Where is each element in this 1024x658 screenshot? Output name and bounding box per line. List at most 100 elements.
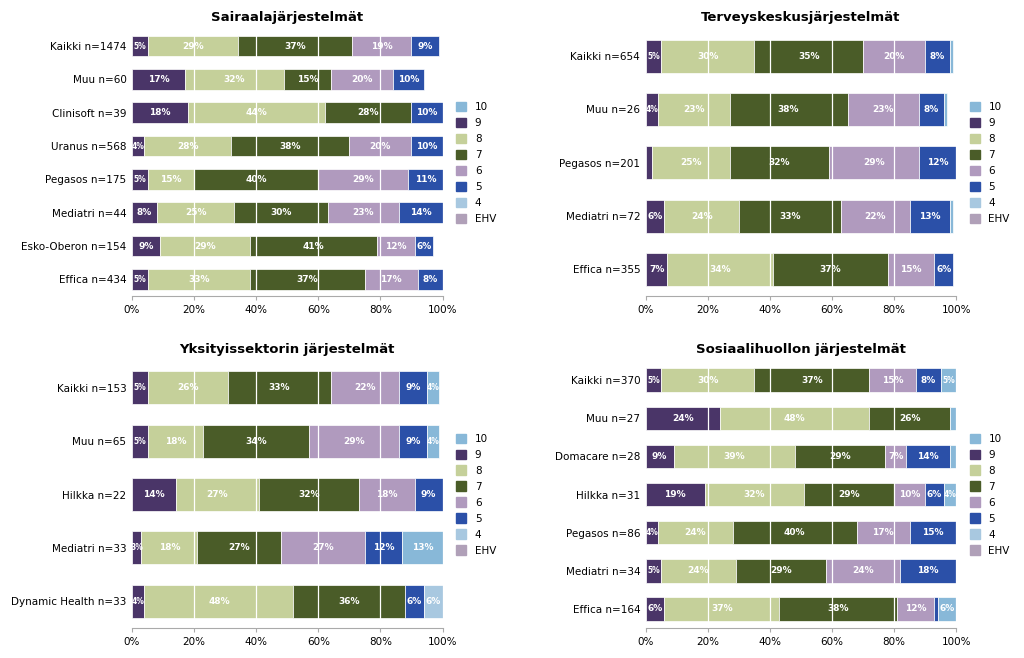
Text: 12%: 12% (905, 604, 927, 613)
Text: 29%: 29% (839, 490, 860, 499)
Bar (377, 236, 415, 257)
Text: 25%: 25% (680, 159, 701, 167)
Text: 23%: 23% (683, 105, 705, 114)
Bar (705, 483, 804, 507)
Text: 6%: 6% (939, 604, 954, 613)
Text: 23%: 23% (352, 209, 374, 217)
Text: 29%: 29% (195, 241, 216, 251)
Bar (141, 532, 198, 565)
Text: 4%: 4% (132, 597, 144, 606)
Text: 14%: 14% (918, 452, 939, 461)
Text: 9%: 9% (421, 490, 436, 499)
Bar (804, 483, 894, 507)
Text: 5%: 5% (133, 41, 146, 51)
Text: 8%: 8% (924, 105, 939, 114)
Bar (909, 199, 950, 233)
Text: 30%: 30% (270, 209, 292, 217)
Bar (646, 445, 674, 468)
Text: 38%: 38% (827, 604, 849, 613)
Text: 29%: 29% (863, 159, 885, 167)
Text: 33%: 33% (188, 275, 210, 284)
Bar (646, 146, 652, 179)
Text: 38%: 38% (280, 141, 301, 151)
Bar (888, 253, 935, 286)
Bar (188, 103, 325, 123)
Bar (825, 559, 900, 582)
Bar (412, 103, 442, 123)
Text: 17%: 17% (872, 528, 894, 537)
Text: 28%: 28% (357, 109, 379, 117)
Text: 20%: 20% (884, 51, 905, 61)
Text: 17%: 17% (147, 75, 169, 84)
Bar (950, 407, 956, 430)
Text: 15%: 15% (900, 265, 922, 274)
Bar (665, 199, 739, 233)
Text: 13%: 13% (919, 212, 940, 220)
Bar (281, 532, 365, 565)
Bar (144, 136, 231, 157)
Text: 15%: 15% (297, 75, 318, 84)
Bar (231, 136, 349, 157)
Bar (795, 445, 885, 468)
Bar (132, 532, 141, 565)
Bar (399, 424, 427, 458)
Bar (393, 69, 424, 89)
Text: 5%: 5% (133, 384, 146, 392)
Bar (646, 521, 658, 544)
Bar (646, 597, 665, 620)
Bar (402, 532, 442, 565)
Bar (325, 103, 412, 123)
Text: 12%: 12% (373, 544, 394, 552)
Bar (646, 39, 662, 72)
Bar (925, 483, 944, 507)
Title: Terveyskeskusjärjestelmät: Terveyskeskusjärjestelmät (701, 11, 901, 24)
Text: 5%: 5% (133, 437, 146, 445)
Text: 32%: 32% (224, 75, 245, 84)
Bar (919, 146, 956, 179)
Text: 12%: 12% (927, 159, 948, 167)
Bar (157, 203, 234, 223)
Bar (365, 269, 418, 290)
Bar (662, 559, 735, 582)
Bar (132, 269, 147, 290)
Text: 6%: 6% (927, 490, 942, 499)
Bar (427, 424, 439, 458)
Text: 10%: 10% (397, 75, 419, 84)
Bar (944, 93, 947, 126)
Text: 10%: 10% (417, 109, 437, 117)
Text: 22%: 22% (354, 384, 376, 392)
Bar (779, 597, 897, 620)
Text: 6%: 6% (647, 604, 663, 613)
Text: 34%: 34% (246, 437, 267, 445)
Bar (735, 559, 825, 582)
Bar (869, 368, 915, 392)
Bar (900, 559, 956, 582)
Text: 4%: 4% (645, 528, 658, 537)
Text: 19%: 19% (371, 41, 393, 51)
Bar (399, 203, 442, 223)
Bar (132, 203, 157, 223)
Bar (646, 483, 705, 507)
Bar (729, 93, 848, 126)
Text: 28%: 28% (177, 141, 199, 151)
Bar (828, 146, 919, 179)
Text: 10%: 10% (899, 490, 921, 499)
Text: 5%: 5% (647, 376, 659, 385)
Text: 11%: 11% (415, 175, 436, 184)
Bar (358, 478, 415, 511)
Text: 32%: 32% (298, 490, 319, 499)
Bar (415, 236, 433, 257)
Bar (399, 371, 427, 405)
Text: 29%: 29% (352, 175, 374, 184)
Bar (919, 93, 944, 126)
Bar (349, 136, 412, 157)
Text: 24%: 24% (672, 414, 694, 423)
Bar (720, 407, 869, 430)
Text: 48%: 48% (784, 414, 806, 423)
Bar (250, 269, 365, 290)
Text: 13%: 13% (412, 544, 433, 552)
Bar (132, 424, 147, 458)
Text: 7%: 7% (888, 452, 903, 461)
Text: 27%: 27% (228, 544, 250, 552)
Text: 6%: 6% (647, 212, 663, 220)
